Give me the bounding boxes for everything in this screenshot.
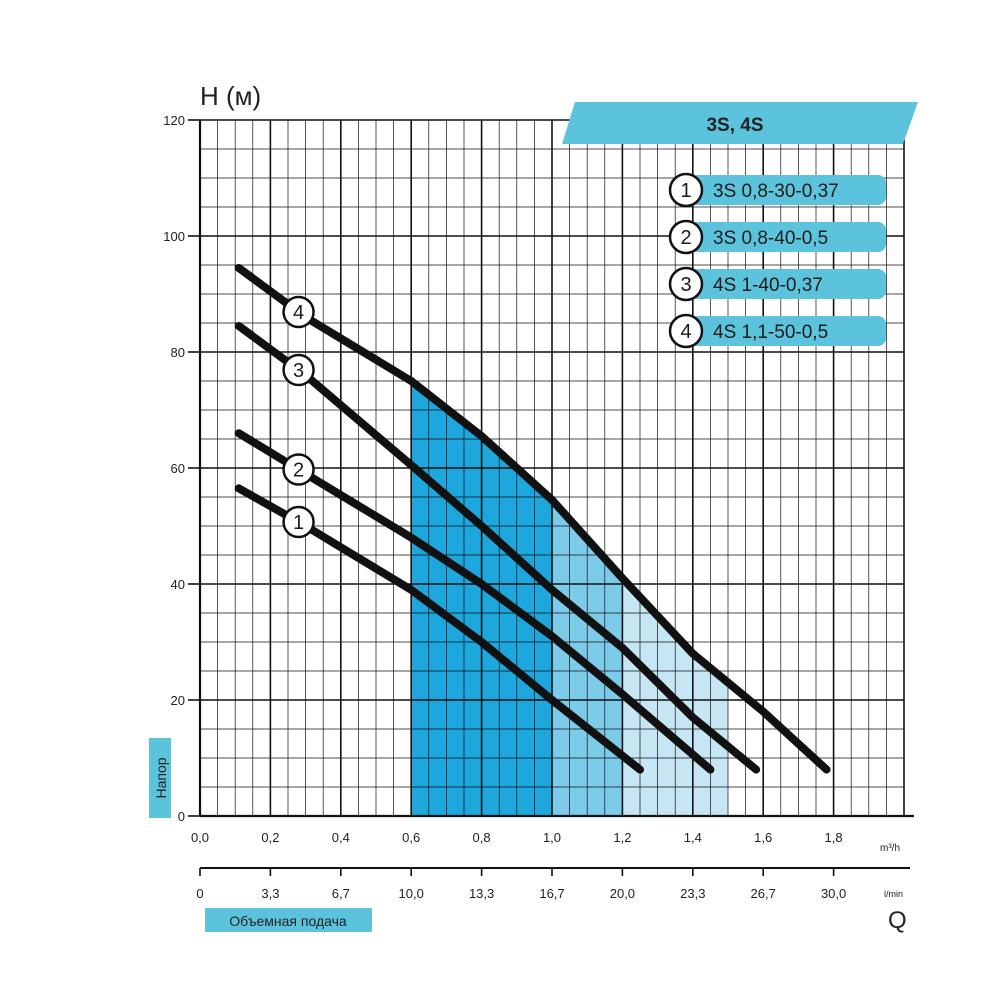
curve-marker-label: 2 <box>293 460 304 482</box>
x-side-label: Объемная подача <box>229 913 347 929</box>
legend-label: 4S 1-40-0,37 <box>713 275 823 296</box>
x-unit-top: m³/h <box>880 843 900 854</box>
y-tick-label: 80 <box>171 345 185 360</box>
curve-marker-3 <box>282 353 315 387</box>
x2-tick-label: 0 <box>196 886 203 901</box>
y-tick-label: 0 <box>178 809 185 824</box>
y-tick-label: 120 <box>163 113 185 128</box>
legend: 1 3S 0,8-30-0,37 2 3S 0,8-40-0,5 3 4S 1-40-0,… <box>668 172 886 349</box>
legend-marker-3 <box>668 266 704 302</box>
x2-tick-label: 13,3 <box>469 886 494 901</box>
legend-badge-1 <box>690 175 886 205</box>
x-side-label-box <box>205 908 372 932</box>
x2-tick-label: 23,3 <box>680 886 705 901</box>
series-line-3 <box>234 321 761 774</box>
x2-tick-label: 30,0 <box>821 886 846 901</box>
y-side-label-box <box>149 738 171 818</box>
curve-marker-1 <box>282 505 315 539</box>
x-tick-label: 1,6 <box>754 830 772 845</box>
x-tick-label: 0,8 <box>473 830 491 845</box>
x-tick-label: 0,4 <box>332 830 350 845</box>
legend-badge-3 <box>690 269 886 299</box>
x-tick-label: 0,6 <box>402 830 420 845</box>
legend-marker-4 <box>668 313 704 349</box>
curve-marker-label: 4 <box>293 302 304 324</box>
curve-marker-4 <box>282 295 315 329</box>
legend-badge-4 <box>690 316 886 346</box>
legend-marker-label: 1 <box>680 180 691 202</box>
curve-marker-label: 3 <box>293 360 304 382</box>
y-tick-label: 100 <box>163 229 185 244</box>
legend-marker-2 <box>668 219 704 255</box>
series-line-4 <box>234 263 831 774</box>
x-tick-label: 1,4 <box>684 830 702 845</box>
legend-label: 3S 0,8-40-0,5 <box>713 228 828 249</box>
x2-tick-label: 26,7 <box>751 886 776 901</box>
x-tick-label: 1,8 <box>825 830 843 845</box>
legend-label: 4S 1,1-50-0,5 <box>713 322 828 343</box>
y-tick-label: 20 <box>171 693 185 708</box>
legend-marker-1 <box>668 172 704 208</box>
series-markers: 1 2 3 4 <box>282 295 315 539</box>
legend-marker-label: 4 <box>680 321 691 343</box>
x2-tick-label: 16,7 <box>539 886 564 901</box>
y-tick-label: 60 <box>171 461 185 476</box>
x-tick-label: 0,0 <box>191 830 209 845</box>
y-tick-label: 40 <box>171 577 185 592</box>
x2-tick-label: 6,7 <box>332 886 350 901</box>
curve-marker-2 <box>282 453 315 486</box>
y-axis-title: H (м) <box>200 81 261 111</box>
x-tick-label: 1,0 <box>543 830 561 845</box>
y-side-label: Напор <box>153 757 169 798</box>
legend-badge-2 <box>690 222 886 252</box>
x2-tick-label: 3,3 <box>261 886 279 901</box>
title-banner <box>562 102 918 144</box>
curve-marker-label: 1 <box>293 512 304 534</box>
legend-marker-label: 2 <box>680 227 691 249</box>
legend-label: 3S 0,8-30-0,37 <box>713 181 839 202</box>
x2-tick-label: 20,0 <box>610 886 635 901</box>
x-tick-label: 0,2 <box>261 830 279 845</box>
chart-title: 3S, 4S <box>706 115 763 136</box>
x-tick-label: 1,2 <box>613 830 631 845</box>
legend-marker-label: 3 <box>680 274 691 296</box>
x-axis-symbol: Q <box>888 907 907 934</box>
x2-tick-label: 10,0 <box>399 886 424 901</box>
x-unit-bottom: l/min <box>884 889 903 899</box>
